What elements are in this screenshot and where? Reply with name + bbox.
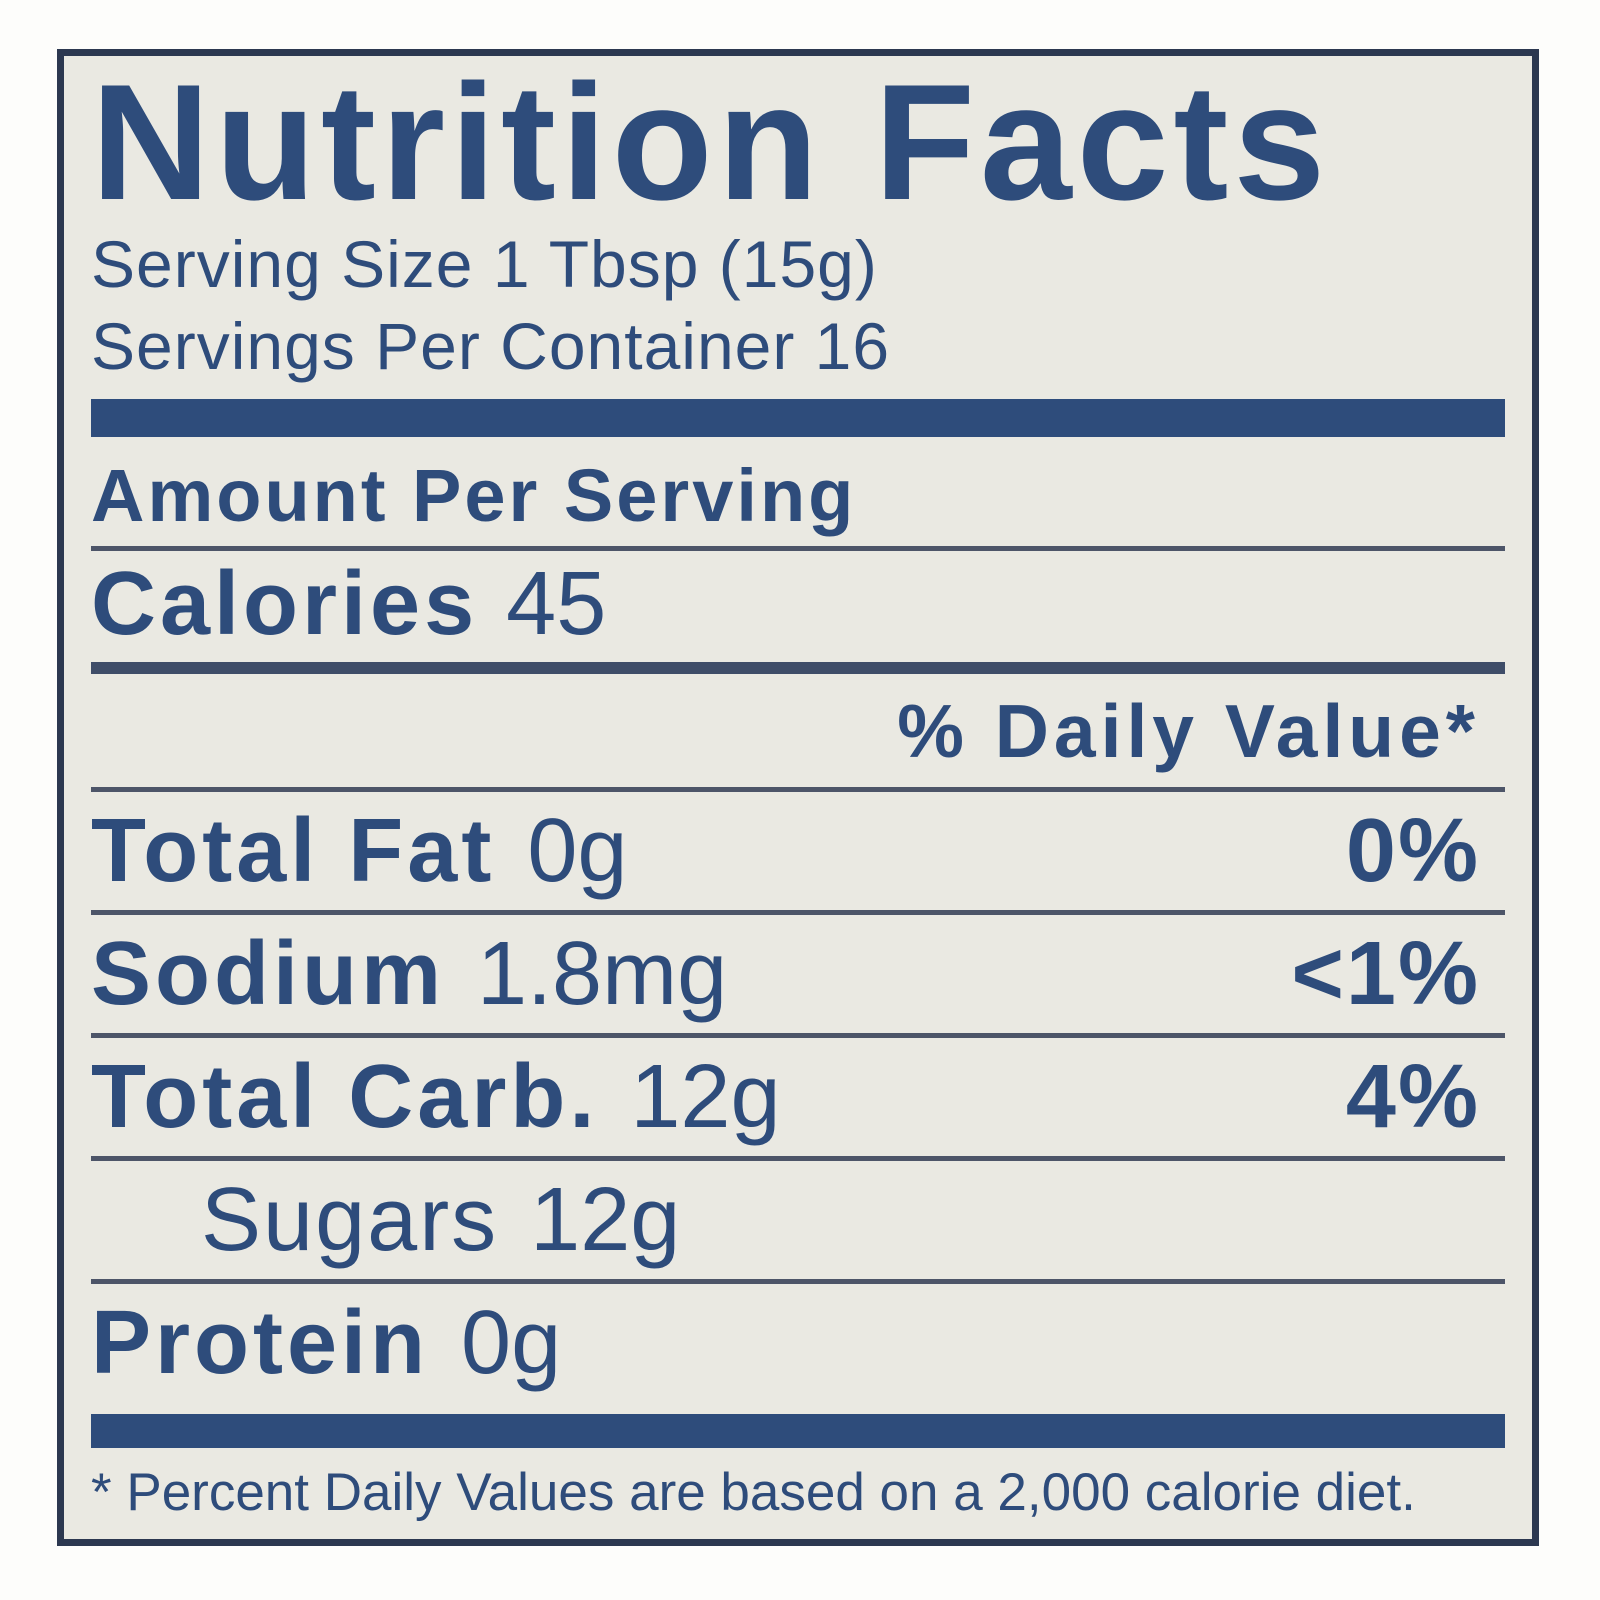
nutrient-name: Protein xyxy=(91,1292,430,1393)
nutrient-row-protein: Protein 0g xyxy=(91,1284,1505,1402)
nutrient-text: Protein 0g xyxy=(91,1298,561,1388)
nutrient-text: Sodium 1.8mg xyxy=(91,929,727,1019)
calories-row: Calories 45 xyxy=(91,553,1505,654)
calories-value: 45 xyxy=(506,553,607,654)
daily-value-header: % Daily Value* xyxy=(897,688,1480,773)
amount-per-serving-heading: Amount Per Serving xyxy=(91,453,857,537)
rule-under-amount-per-serving xyxy=(91,545,1505,551)
label-title: Nutrition Facts xyxy=(91,50,1331,234)
nutrient-text: Total Fat 0g xyxy=(91,806,627,896)
nutrient-value: 12g xyxy=(530,1169,681,1270)
rule-under-calories xyxy=(91,661,1505,674)
nutrient-daily-value: <1% xyxy=(1291,923,1480,1024)
nutrition-facts-label: Nutrition Facts Serving Size 1 Tbsp (15g… xyxy=(57,49,1539,1546)
separator-bar-bottom xyxy=(91,1413,1505,1448)
serving-size-text: Serving Size 1 Tbsp (15g) xyxy=(91,226,878,301)
nutrient-row-total-carb: Total Carb. 12g 4% xyxy=(91,1038,1505,1156)
nutrient-value: 0g xyxy=(527,800,628,901)
nutrient-row-total-fat: Total Fat 0g 0% xyxy=(91,792,1505,910)
rule-under-sugars xyxy=(91,1278,1505,1284)
nutrient-name: Total Fat xyxy=(91,800,496,901)
rule-under-total-carb xyxy=(91,1155,1505,1161)
rule-under-daily-value-header xyxy=(91,786,1505,792)
nutrient-daily-value: 0% xyxy=(1345,800,1480,901)
servings-per-container-text: Servings Per Container 16 xyxy=(91,308,891,383)
nutrient-text: Sugars 12g xyxy=(201,1175,680,1265)
rule-under-total-fat xyxy=(91,909,1505,915)
nutrient-row-sodium: Sodium 1.8mg <1% xyxy=(91,915,1505,1033)
footnote: * Percent Daily Values are based on a 2,… xyxy=(91,1462,1416,1522)
nutrient-text: Total Carb. 12g xyxy=(91,1052,781,1142)
calories-label: Calories xyxy=(91,553,479,654)
nutrient-value: 1.8mg xyxy=(477,923,728,1024)
nutrient-name: Sodium xyxy=(91,923,445,1024)
nutrient-value: 0g xyxy=(461,1292,562,1393)
nutrient-daily-value: 4% xyxy=(1345,1046,1480,1147)
nutrient-name: Total Carb. xyxy=(91,1046,599,1147)
separator-bar-top xyxy=(91,398,1505,437)
nutrient-row-sugars: Sugars 12g xyxy=(91,1161,1505,1279)
nutrient-name: Sugars xyxy=(201,1169,499,1270)
rule-under-sodium xyxy=(91,1032,1505,1038)
nutrient-value: 12g xyxy=(630,1046,781,1147)
